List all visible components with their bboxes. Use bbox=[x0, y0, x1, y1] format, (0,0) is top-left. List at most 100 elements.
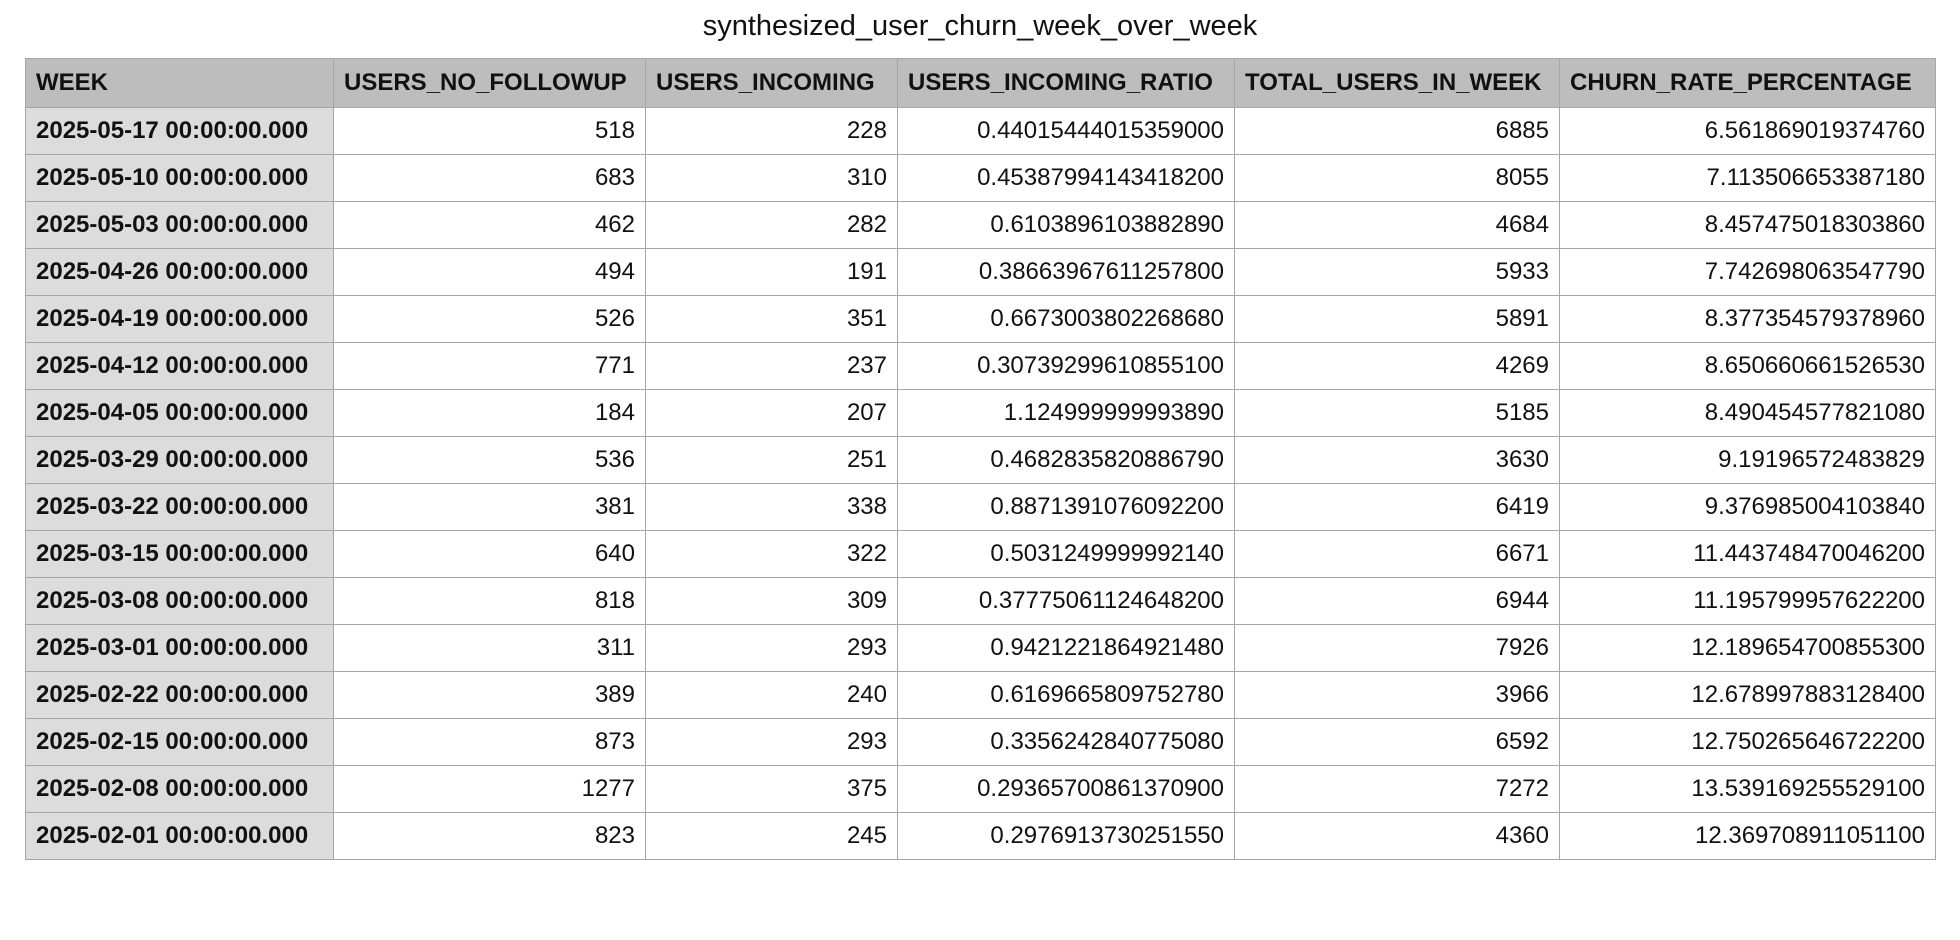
table-row: 2025-02-22 00:00:00.000 389 240 0.616966580… bbox=[25, 671, 1936, 719]
cell-churn-rate-percentage: 11.195799957622200 bbox=[1559, 577, 1936, 625]
cell-churn-rate-percentage: 12.678997883128400 bbox=[1559, 671, 1936, 719]
cell-users-incoming: 251 bbox=[645, 436, 898, 484]
cell-users-incoming-ratio: 0.6103896103882890 bbox=[897, 201, 1235, 249]
cell-churn-rate-percentage: 12.750265646722200 bbox=[1559, 718, 1936, 766]
cell-users-incoming: 293 bbox=[645, 624, 898, 672]
cell-churn-rate-percentage: 8.650660661526530 bbox=[1559, 342, 1936, 390]
cell-total-users-in-week: 6419 bbox=[1234, 483, 1560, 531]
cell-users-no-followup: 518 bbox=[333, 107, 646, 155]
week-cell: 2025-03-08 00:00:00.000 bbox=[25, 577, 334, 625]
table-row: 2025-02-01 00:00:00.000 823 245 0.297691373… bbox=[25, 812, 1936, 860]
cell-users-incoming: 322 bbox=[645, 530, 898, 578]
column-header-week: WEEK bbox=[25, 58, 334, 108]
cell-users-no-followup: 640 bbox=[333, 530, 646, 578]
cell-total-users-in-week: 4360 bbox=[1234, 812, 1560, 860]
cell-users-incoming-ratio: 1.124999999993890 bbox=[897, 389, 1235, 437]
cell-total-users-in-week: 6592 bbox=[1234, 718, 1560, 766]
cell-users-no-followup: 818 bbox=[333, 577, 646, 625]
cell-churn-rate-percentage: 9.19196572483829 bbox=[1559, 436, 1936, 484]
cell-users-no-followup: 1277 bbox=[333, 765, 646, 813]
cell-users-incoming-ratio: 0.4682835820886790 bbox=[897, 436, 1235, 484]
table-title: synthesized_user_churn_week_over_week bbox=[702, 10, 1258, 42]
table-row: 2025-03-08 00:00:00.000 818 309 0.377750611… bbox=[25, 577, 1936, 625]
table-row: 2025-02-15 00:00:00.000 873 293 0.335624284… bbox=[25, 718, 1936, 766]
cell-users-incoming-ratio: 0.9421221864921480 bbox=[897, 624, 1235, 672]
cell-users-no-followup: 771 bbox=[333, 342, 646, 390]
table-row: 2025-02-08 00:00:00.000 1277 375 0.29365700… bbox=[25, 765, 1936, 813]
column-header-users-incoming-ratio: USERS_INCOMING_RATIO bbox=[897, 58, 1235, 108]
table-row: 2025-04-19 00:00:00.000 526 351 0.667300380… bbox=[25, 295, 1936, 343]
cell-users-incoming-ratio: 0.45387994143418200 bbox=[897, 154, 1235, 202]
week-cell: 2025-03-01 00:00:00.000 bbox=[25, 624, 334, 672]
week-cell: 2025-05-03 00:00:00.000 bbox=[25, 201, 334, 249]
cell-churn-rate-percentage: 9.376985004103840 bbox=[1559, 483, 1936, 531]
cell-users-incoming-ratio: 0.38663967611257800 bbox=[897, 248, 1235, 296]
cell-total-users-in-week: 3630 bbox=[1234, 436, 1560, 484]
table-row: 2025-05-10 00:00:00.000 683 310 0.453879941… bbox=[25, 154, 1936, 202]
cell-total-users-in-week: 5933 bbox=[1234, 248, 1560, 296]
cell-total-users-in-week: 8055 bbox=[1234, 154, 1560, 202]
week-cell: 2025-02-08 00:00:00.000 bbox=[25, 765, 334, 813]
cell-users-incoming: 375 bbox=[645, 765, 898, 813]
cell-churn-rate-percentage: 8.377354579378960 bbox=[1559, 295, 1936, 343]
cell-churn-rate-percentage: 7.742698063547790 bbox=[1559, 248, 1936, 296]
cell-users-no-followup: 311 bbox=[333, 624, 646, 672]
column-header-users-incoming: USERS_INCOMING bbox=[645, 58, 898, 108]
table-row: 2025-04-05 00:00:00.000 184 207 1.124999999… bbox=[25, 389, 1936, 437]
cell-churn-rate-percentage: 11.443748470046200 bbox=[1559, 530, 1936, 578]
cell-users-no-followup: 389 bbox=[333, 671, 646, 719]
cell-total-users-in-week: 4269 bbox=[1234, 342, 1560, 390]
week-cell: 2025-04-05 00:00:00.000 bbox=[25, 389, 334, 437]
cell-users-incoming-ratio: 0.6673003802268680 bbox=[897, 295, 1235, 343]
table-row: 2025-04-26 00:00:00.000 494 191 0.386639676… bbox=[25, 248, 1936, 296]
cell-users-no-followup: 381 bbox=[333, 483, 646, 531]
cell-churn-rate-percentage: 7.113506653387180 bbox=[1559, 154, 1936, 202]
cell-users-incoming-ratio: 0.37775061124648200 bbox=[897, 577, 1235, 625]
table-row: 2025-03-22 00:00:00.000 381 338 0.887139107… bbox=[25, 483, 1936, 531]
week-cell: 2025-03-29 00:00:00.000 bbox=[25, 436, 334, 484]
cell-users-incoming-ratio: 0.8871391076092200 bbox=[897, 483, 1235, 531]
cell-users-incoming-ratio: 0.2976913730251550 bbox=[897, 812, 1235, 860]
cell-users-incoming-ratio: 0.29365700861370900 bbox=[897, 765, 1235, 813]
cell-users-incoming: 191 bbox=[645, 248, 898, 296]
cell-users-incoming: 245 bbox=[645, 812, 898, 860]
table-row: 2025-03-15 00:00:00.000 640 322 0.503124999… bbox=[25, 530, 1936, 578]
cell-users-incoming: 309 bbox=[645, 577, 898, 625]
cell-users-incoming: 351 bbox=[645, 295, 898, 343]
week-cell: 2025-02-01 00:00:00.000 bbox=[25, 812, 334, 860]
data-table: WEEK USERS_NO_FOLLOWUP USERS_INCOMING USERS… bbox=[25, 58, 1936, 860]
cell-users-incoming-ratio: 0.3356242840775080 bbox=[897, 718, 1235, 766]
cell-users-incoming: 228 bbox=[645, 107, 898, 155]
table-row: 2025-03-01 00:00:00.000 311 293 0.942122186… bbox=[25, 624, 1936, 672]
table-body: 2025-05-17 00:00:00.000 518 228 0.440154440… bbox=[25, 107, 1936, 860]
table-row: 2025-04-12 00:00:00.000 771 237 0.307392996… bbox=[25, 342, 1936, 390]
cell-users-incoming: 338 bbox=[645, 483, 898, 531]
cell-users-incoming: 240 bbox=[645, 671, 898, 719]
table-row: 2025-05-17 00:00:00.000 518 228 0.440154440… bbox=[25, 107, 1936, 155]
cell-total-users-in-week: 6671 bbox=[1234, 530, 1560, 578]
week-cell: 2025-03-22 00:00:00.000 bbox=[25, 483, 334, 531]
cell-churn-rate-percentage: 8.490454577821080 bbox=[1559, 389, 1936, 437]
week-cell: 2025-03-15 00:00:00.000 bbox=[25, 530, 334, 578]
cell-users-incoming: 282 bbox=[645, 201, 898, 249]
cell-users-no-followup: 184 bbox=[333, 389, 646, 437]
cell-total-users-in-week: 5891 bbox=[1234, 295, 1560, 343]
week-cell: 2025-02-22 00:00:00.000 bbox=[25, 671, 334, 719]
cell-users-no-followup: 526 bbox=[333, 295, 646, 343]
week-cell: 2025-04-19 00:00:00.000 bbox=[25, 295, 334, 343]
cell-total-users-in-week: 7272 bbox=[1234, 765, 1560, 813]
week-cell: 2025-04-26 00:00:00.000 bbox=[25, 248, 334, 296]
week-cell: 2025-02-15 00:00:00.000 bbox=[25, 718, 334, 766]
table-row: 2025-05-03 00:00:00.000 462 282 0.610389610… bbox=[25, 201, 1936, 249]
cell-users-incoming: 207 bbox=[645, 389, 898, 437]
cell-users-incoming-ratio: 0.5031249999992140 bbox=[897, 530, 1235, 578]
cell-total-users-in-week: 5185 bbox=[1234, 389, 1560, 437]
cell-users-incoming: 237 bbox=[645, 342, 898, 390]
cell-total-users-in-week: 6885 bbox=[1234, 107, 1560, 155]
column-header-churn-rate-percentage: CHURN_RATE_PERCENTAGE bbox=[1559, 58, 1936, 108]
cell-total-users-in-week: 4684 bbox=[1234, 201, 1560, 249]
cell-churn-rate-percentage: 12.369708911051100 bbox=[1559, 812, 1936, 860]
cell-churn-rate-percentage: 12.189654700855300 bbox=[1559, 624, 1936, 672]
cell-users-no-followup: 494 bbox=[333, 248, 646, 296]
cell-churn-rate-percentage: 8.457475018303860 bbox=[1559, 201, 1936, 249]
